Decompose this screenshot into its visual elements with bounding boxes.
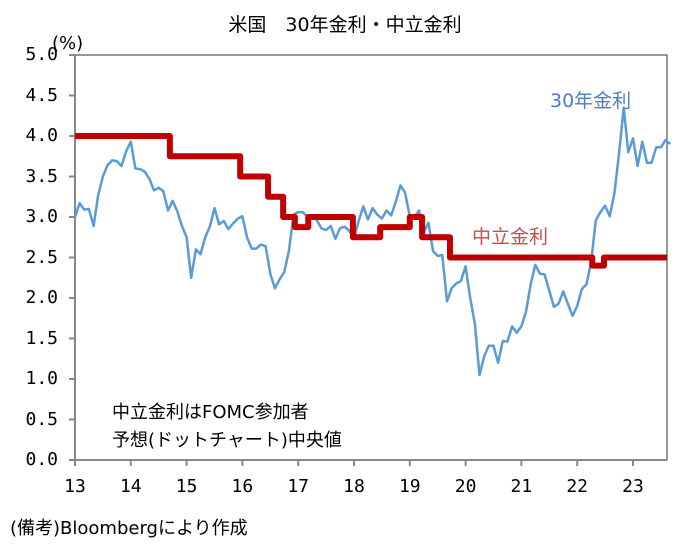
x-tick-label: 14 bbox=[119, 476, 142, 497]
y-tick-label: 4.5 bbox=[25, 84, 58, 106]
y-axis-unit: (%) bbox=[52, 33, 84, 54]
x-tick-label: 15 bbox=[175, 476, 198, 497]
x-tick-label: 22 bbox=[566, 476, 589, 497]
chart-title: 米国 30年金利・中立金利 bbox=[228, 14, 462, 36]
x-tick-label: 20 bbox=[454, 476, 477, 497]
series-neutral-line bbox=[75, 133, 667, 269]
y-tick-label: 3.0 bbox=[25, 206, 58, 227]
y-tick-label: 2.5 bbox=[25, 246, 58, 268]
x-tick-label: 17 bbox=[287, 476, 310, 497]
series-label-neutral: 中立金利 bbox=[472, 226, 549, 248]
x-tick-label: 13 bbox=[64, 476, 86, 497]
y-tick-label: 3.5 bbox=[25, 165, 58, 187]
x-tick-label: 23 bbox=[622, 476, 644, 497]
x-tick-label: 18 bbox=[343, 476, 365, 497]
y-tick-label: 1.5 bbox=[25, 327, 58, 349]
x-tick-label: 21 bbox=[510, 476, 533, 497]
y-tick-label: 1.0 bbox=[25, 368, 58, 389]
x-tick-label: 16 bbox=[231, 476, 254, 497]
y-tick-label: 5.0 bbox=[25, 44, 58, 65]
series-30y-line bbox=[73, 106, 672, 377]
y-tick-label: 0.0 bbox=[25, 449, 58, 470]
y-tick-label: 0.5 bbox=[25, 408, 58, 430]
annotation-line-1: 中立金利はFOMC参加者 bbox=[112, 402, 309, 423]
x-tick-label: 19 bbox=[398, 476, 421, 497]
source-note: (備考)Bloombergにより作成 bbox=[10, 518, 248, 539]
y-tick-label: 4.0 bbox=[25, 125, 58, 146]
annotation-line-2: 予想(ドットチャート)中央値 bbox=[112, 430, 342, 451]
y-tick-label: 2.0 bbox=[25, 287, 58, 308]
series-label-30y: 30年金利 bbox=[550, 90, 632, 112]
